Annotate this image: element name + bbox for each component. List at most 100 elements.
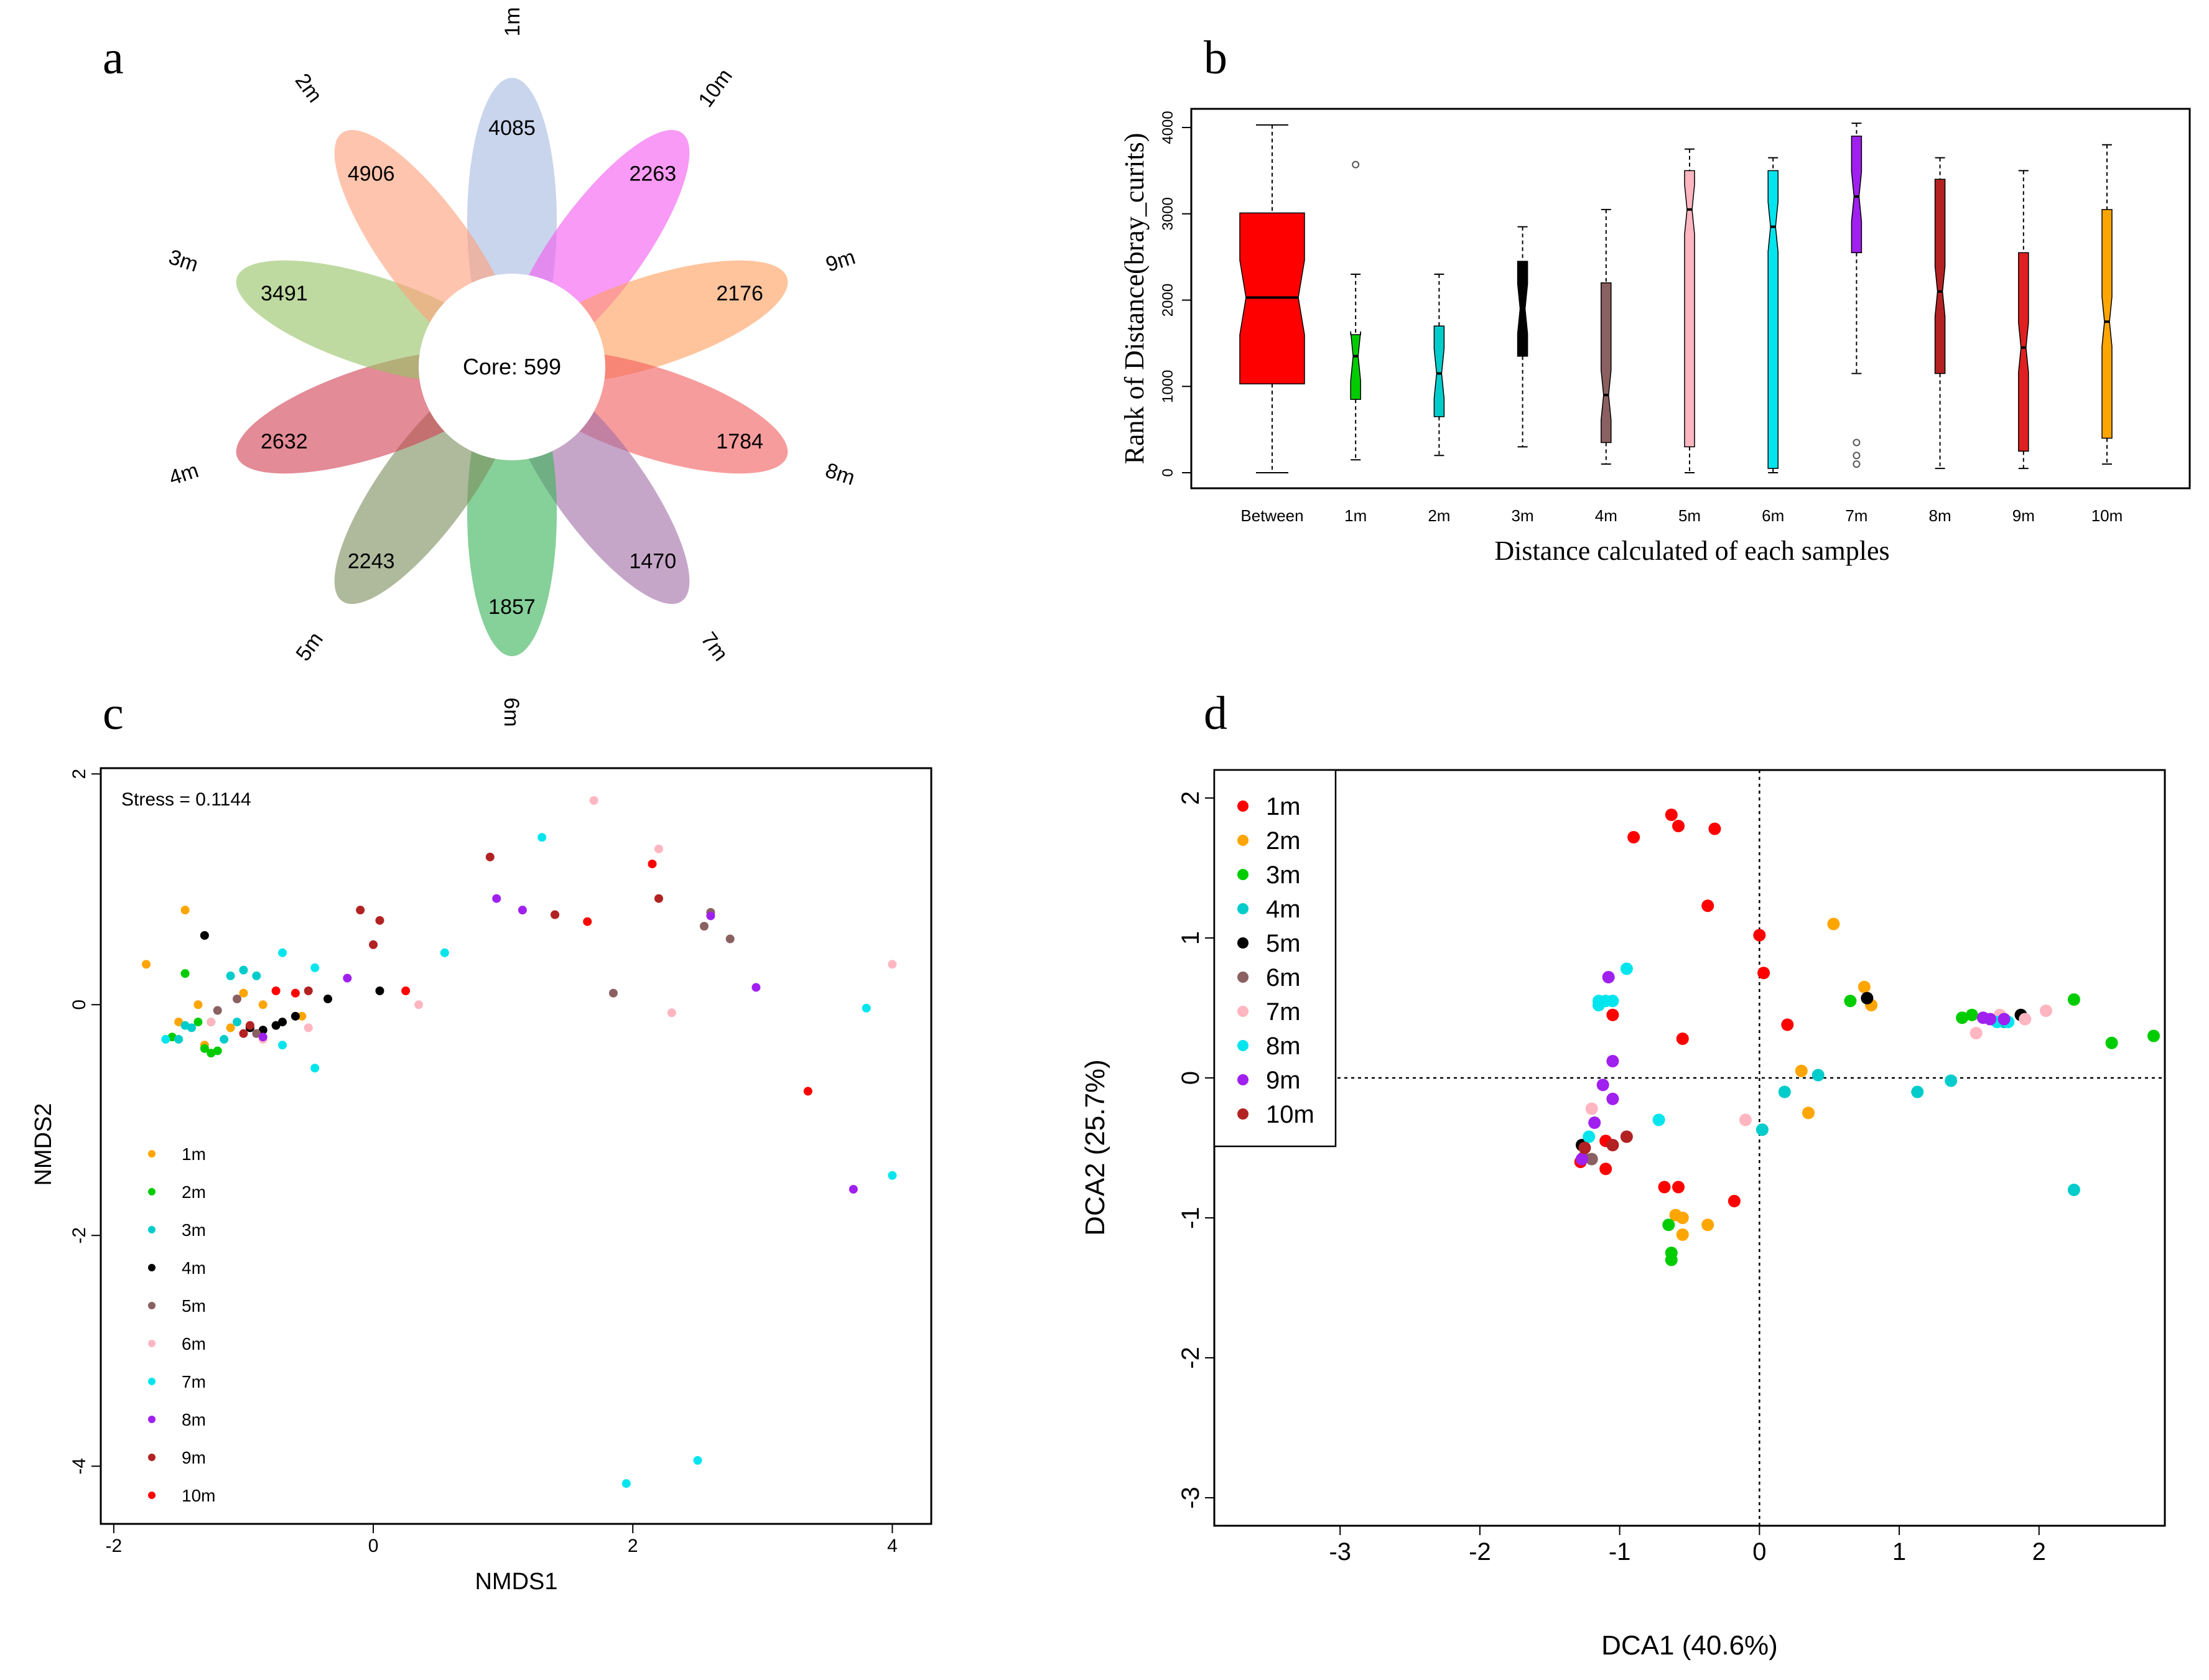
petal-label-4m: 4m <box>166 458 202 490</box>
dca-ytick-label: 1 <box>1177 931 1204 945</box>
dca-point-8m <box>1583 1130 1596 1143</box>
dca-legend-marker-5m <box>1237 937 1249 949</box>
boxplot-category-label: 1m <box>1344 506 1367 525</box>
nmds-ytick-label: -4 <box>69 1458 90 1475</box>
dca-point-1m <box>1708 822 1721 835</box>
nmds-point-7m <box>888 1171 897 1180</box>
boxplot-ytick-label: 2000 <box>1160 284 1176 317</box>
nmds-point-6m <box>207 1018 216 1027</box>
nmds-xtick-label: 2 <box>628 1536 638 1556</box>
dca-point-1m <box>1606 1008 1619 1021</box>
nmds-point-9m <box>551 910 560 919</box>
petal-value-8m: 1784 <box>716 430 763 453</box>
dca-point-5m <box>1861 991 1874 1005</box>
boxplot-category-label: 7m <box>1845 506 1867 525</box>
petal-label-6m: 6m <box>500 697 523 726</box>
dca-legend-marker-7m <box>1237 1006 1249 1017</box>
boxplot-box-6m <box>1767 170 1779 469</box>
nmds-ytick-label: -2 <box>69 1227 90 1244</box>
nmds-point-2m <box>213 1046 222 1056</box>
nmds-legend-marker-6m <box>148 1340 156 1347</box>
nmds-point-6m <box>888 960 897 969</box>
boxplot-category-label: 3m <box>1512 506 1534 525</box>
dca-point-7m <box>2040 1005 2052 1017</box>
dca-legend-marker-6m <box>1237 972 1249 983</box>
nmds-point-5m <box>252 1029 261 1038</box>
dca-point-2m <box>1676 1228 1689 1241</box>
petal-value-2m: 4906 <box>348 162 395 186</box>
nmds-point-8m <box>751 983 761 992</box>
nmds-xtick-label: 0 <box>368 1536 379 1556</box>
dca-point-2m <box>1701 1218 1714 1232</box>
boxplot-box-7m <box>1851 136 1863 253</box>
dca-point-9m <box>1575 1153 1588 1166</box>
nmds-ytick-label: 0 <box>69 1000 90 1010</box>
dca-point-9m <box>1596 1079 1609 1092</box>
nmds-legend-marker-8m <box>148 1416 156 1423</box>
panel-label-c: c <box>103 687 124 740</box>
boxplot-outlier <box>1853 452 1861 460</box>
dca-legend-label-3m: 3m <box>1266 861 1301 889</box>
dca-point-2m <box>1802 1107 1815 1120</box>
nmds-point-7m <box>862 1003 871 1013</box>
petal-value-1m: 4085 <box>488 116 536 140</box>
dca-point-3m <box>2105 1036 2118 1049</box>
nmds-legend-label-1m: 1m <box>182 1144 206 1164</box>
nmds-point-7m <box>161 1034 170 1044</box>
nmds-point-9m <box>245 1021 254 1030</box>
nmds-point-1m <box>142 960 151 969</box>
nmds-point-1m <box>226 1023 235 1033</box>
dca-point-8m <box>1620 962 1633 975</box>
dca-point-1m <box>1753 929 1766 942</box>
panel-label-b: b <box>1204 32 1227 84</box>
dca-point-4m <box>1945 1074 1958 1087</box>
nmds-point-5m <box>213 1006 222 1015</box>
nmds-stress-annotation: Stress = 0.1144 <box>121 789 251 810</box>
dca-point-9m <box>1997 1013 2011 1026</box>
nmds-legend-label-6m: 6m <box>182 1334 206 1353</box>
dca-xtick-label: -3 <box>1329 1538 1351 1566</box>
dca-ytick-label: -3 <box>1177 1487 1204 1509</box>
dca-legend-marker-3m <box>1237 869 1249 880</box>
nmds-point-1m <box>180 906 190 915</box>
nmds-point-9m <box>239 1029 248 1038</box>
dca-point-8m <box>1652 1113 1665 1126</box>
dca-point-2m <box>1795 1064 1808 1077</box>
nmds-point-10m <box>291 988 300 998</box>
nmds-point-7m <box>693 1455 702 1465</box>
petal-label-3m: 3m <box>166 245 202 277</box>
dca-legend-label-1m: 1m <box>1266 793 1301 820</box>
nmds-legend-label-10m: 10m <box>182 1486 215 1505</box>
nmds-point-5m <box>233 994 242 1003</box>
petal-label-9m: 9m <box>823 245 858 277</box>
nmds-point-7m <box>278 948 287 957</box>
nmds-point-6m <box>304 1023 313 1033</box>
nmds-point-9m <box>375 916 384 925</box>
dca-point-2m <box>1676 1212 1689 1224</box>
boxplot-category-label: 10m <box>2091 506 2123 525</box>
nmds-point-2m <box>193 1018 203 1027</box>
dca-legend-label-7m: 7m <box>1266 998 1301 1026</box>
nmds-point-2m <box>200 1044 209 1053</box>
dca-point-1m <box>1599 1163 1612 1176</box>
dca-point-1m <box>1757 967 1770 980</box>
nmds-point-7m <box>537 833 547 842</box>
nmds-point-7m <box>310 1064 320 1073</box>
dca-point-9m <box>1984 1013 1997 1026</box>
dca-point-7m <box>2019 1013 2032 1026</box>
boxplot-category-label: 5m <box>1678 506 1701 525</box>
nmds-point-1m <box>174 1018 184 1027</box>
nmds-legend-marker-1m <box>148 1150 156 1158</box>
dca-point-7m <box>1969 1027 1983 1039</box>
boxplot-ytick-label: 4000 <box>1160 111 1176 144</box>
dca-legend-label-10m: 10m <box>1266 1101 1314 1128</box>
nmds-legend-label-8m: 8m <box>182 1410 206 1429</box>
dca-legend-label-9m: 9m <box>1266 1067 1301 1094</box>
dca-point-1m <box>1672 1181 1685 1194</box>
nmds-frame <box>100 767 932 1525</box>
dca-legend-label-4m: 4m <box>1266 896 1301 923</box>
nmds-point-7m <box>621 1479 631 1488</box>
dca-ytick-label: 2 <box>1177 791 1204 805</box>
dca-legend-label-6m: 6m <box>1266 964 1301 991</box>
boxplot-category-label: Between <box>1240 506 1303 525</box>
